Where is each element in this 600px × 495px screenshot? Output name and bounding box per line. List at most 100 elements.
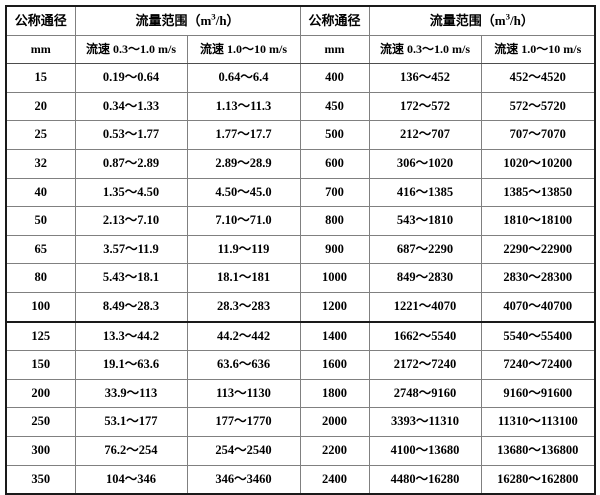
cell-nominal-diameter-left: 25 [5,120,76,150]
cell-flow-high-left: 346～3460 [186,464,301,495]
cell-flow-high-left: 254～2540 [186,435,301,466]
cell-flow-high-right: 1810～18100 [480,206,596,236]
cell-flow-low-right: 1662～5540 [368,321,482,352]
cell-nominal-diameter-left: 15 [5,63,76,93]
cell-flow-low-left: 8.49～28.3 [74,291,188,323]
cell-flow-high-left: 2.89～28.9 [186,148,301,179]
cell-flow-low-right: 136～452 [368,63,482,93]
cell-flow-low-right: 3393～11310 [368,407,482,437]
cell-flow-low-left: 2.13～7.10 [74,206,188,236]
cell-flow-high-right: 1385～13850 [480,177,596,208]
cell-flow-low-left: 1.35～4.50 [74,177,188,208]
cell-nominal-diameter-left: 40 [5,177,76,208]
table-row: 250 53.1～177 177～1770 2000 3393～11310 11310～1… [5,407,596,437]
cell-nominal-diameter-left: 125 [5,321,76,352]
header-unit-right: mm [299,34,370,65]
cell-flow-high-right: 9160～91600 [480,378,596,409]
header-velocity-high-right: 流速 1.0～10 m/s [480,34,596,65]
flow-rate-table: 公称通径 流量范围（m3/h） 公称通径 流量范围（m3/h） mm 流速 0.… [5,5,597,495]
cell-nominal-diameter-left: 200 [5,378,76,409]
table-header-row-sub: mm 流速 0.3～1.0 m/s 流速 1.0～10 m/s mm 流速 0.… [5,34,596,65]
cell-flow-high-left: 177～1770 [186,407,301,437]
cell-nominal-diameter-right: 400 [299,63,370,93]
cell-flow-high-left: 18.1～181 [186,263,301,293]
cell-nominal-diameter-right: 2200 [299,435,370,466]
cell-flow-low-right: 2748～9160 [368,378,482,409]
header-velocity-high-left: 流速 1.0～10 m/s [186,34,301,65]
cell-flow-high-right: 4070～40700 [480,291,596,323]
table-row: 20 0.34～1.33 1.13～11.3 450 172～572 572～5720 [5,91,596,122]
cell-nominal-diameter-right: 600 [299,148,370,179]
cell-nominal-diameter-left: 65 [5,234,76,265]
cell-flow-high-left: 113～1130 [186,378,301,409]
cell-flow-high-left: 1.77～17.7 [186,120,301,150]
cell-nominal-diameter-right: 1600 [299,350,370,380]
cell-flow-high-right: 2290～22900 [480,234,596,265]
table-row: 32 0.87～2.89 2.89～28.9 600 306～1020 1020～1020… [5,148,596,179]
cell-nominal-diameter-left: 100 [5,291,76,323]
header-velocity-low-right: 流速 0.3～1.0 m/s [368,34,482,65]
header-flow-range-left-suffix: /h） [215,13,240,28]
cell-nominal-diameter-right: 800 [299,206,370,236]
table-body: 公称通径 流量范围（m3/h） 公称通径 流量范围（m3/h） mm 流速 0.… [5,5,596,495]
cell-nominal-diameter-left: 32 [5,148,76,179]
cell-flow-low-right: 4100～13680 [368,435,482,466]
cell-flow-low-left: 0.19～0.64 [74,63,188,93]
table-row: 40 1.35～4.50 4.50～45.0 700 416～1385 1385～1385… [5,177,596,208]
cell-flow-high-right: 16280～162800 [480,464,596,495]
cell-flow-low-left: 5.43～18.1 [74,263,188,293]
header-velocity-low-left: 流速 0.3～1.0 m/s [74,34,188,65]
header-flow-range-right-suffix: /h） [509,13,534,28]
cell-flow-low-left: 3.57～11.9 [74,234,188,265]
flow-rate-table-container: 公称通径 流量范围（m3/h） 公称通径 流量范围（m3/h） mm 流速 0.… [5,5,597,495]
cell-nominal-diameter-left: 350 [5,464,76,495]
cell-flow-high-right: 707～7070 [480,120,596,150]
table-row: 80 5.43～18.1 18.1～181 1000 849～2830 2830～2830… [5,263,596,293]
table-row: 200 33.9～113 113～1130 1800 2748～9160 9160～916… [5,378,596,409]
cell-nominal-diameter-left: 300 [5,435,76,466]
cell-nominal-diameter-right: 1200 [299,291,370,323]
cell-nominal-diameter-right: 1800 [299,378,370,409]
cell-flow-low-left: 0.34～1.33 [74,91,188,122]
cell-flow-low-left: 76.2～254 [74,435,188,466]
cell-flow-high-right: 1020～10200 [480,148,596,179]
cell-flow-low-left: 33.9～113 [74,378,188,409]
header-unit-left: mm [5,34,76,65]
cell-flow-high-left: 28.3～283 [186,291,301,323]
header-flow-range-left: 流量范围（m3/h） [74,5,301,36]
cell-flow-high-left: 11.9～119 [186,234,301,265]
cell-flow-high-right: 452～4520 [480,63,596,93]
cell-nominal-diameter-left: 250 [5,407,76,437]
cell-flow-high-left: 63.6～636 [186,350,301,380]
cell-nominal-diameter-right: 1000 [299,263,370,293]
cell-flow-low-right: 212～707 [368,120,482,150]
cell-flow-low-left: 13.3～44.2 [74,321,188,352]
cell-flow-low-right: 416～1385 [368,177,482,208]
cell-nominal-diameter-right: 700 [299,177,370,208]
header-nominal-diameter-left: 公称通径 [5,5,76,36]
table-row: 100 8.49～28.3 28.3～283 1200 1221～4070 4070～40… [5,291,596,323]
cell-nominal-diameter-right: 500 [299,120,370,150]
table-row: 300 76.2～254 254～2540 2200 4100～13680 13680～1… [5,435,596,466]
cell-flow-low-right: 2172～7240 [368,350,482,380]
cell-nominal-diameter-left: 20 [5,91,76,122]
cell-nominal-diameter-left: 150 [5,350,76,380]
cell-flow-low-right: 172～572 [368,91,482,122]
cell-nominal-diameter-left: 80 [5,263,76,293]
cell-flow-high-left: 1.13～11.3 [186,91,301,122]
table-header-row-main: 公称通径 流量范围（m3/h） 公称通径 流量范围（m3/h） [5,5,596,36]
cell-nominal-diameter-right: 1400 [299,321,370,352]
cell-flow-low-right: 543～1810 [368,206,482,236]
header-flow-range-left-superscript: 3 [211,11,216,22]
header-flow-range-right-text: 流量范围（m [429,13,506,28]
cell-flow-high-left: 7.10～71.0 [186,206,301,236]
header-flow-range-right: 流量范围（m3/h） [368,5,596,36]
cell-flow-high-right: 7240～72400 [480,350,596,380]
cell-flow-low-right: 1221～4070 [368,291,482,323]
header-flow-range-right-superscript: 3 [505,11,510,22]
cell-flow-high-right: 5540～55400 [480,321,596,352]
cell-flow-low-right: 849～2830 [368,263,482,293]
cell-flow-high-right: 572～5720 [480,91,596,122]
table-row: 25 0.53～1.77 1.77～17.7 500 212～707 707～7070 [5,120,596,150]
cell-nominal-diameter-right: 900 [299,234,370,265]
